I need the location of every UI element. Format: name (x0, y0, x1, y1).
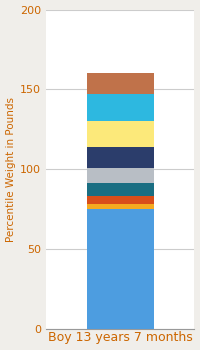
Bar (87, 183, 154, 196)
Bar (87, 147, 154, 168)
Bar (87, 196, 154, 204)
Bar (87, 74, 154, 94)
Bar (87, 204, 154, 209)
Bar (87, 209, 154, 329)
Bar (87, 121, 154, 147)
Bar (87, 94, 154, 121)
Bar (87, 168, 154, 183)
Y-axis label: Percentile Weight in Pounds: Percentile Weight in Pounds (6, 97, 16, 242)
